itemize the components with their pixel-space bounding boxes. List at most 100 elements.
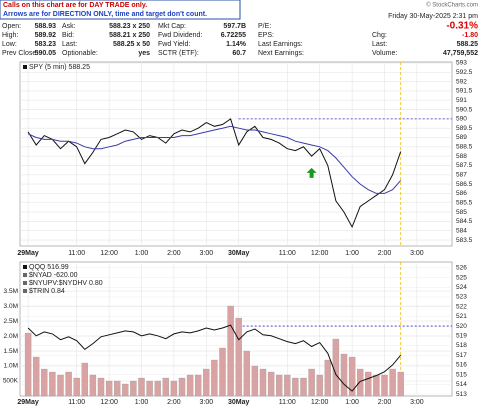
field-value: 589.92 [35,32,57,39]
volume-bar [292,377,299,397]
x-tick-label: 12:00 [100,399,118,406]
volume-bar [235,317,242,397]
volume-bar [316,374,323,397]
field-value: -1.80 [462,32,478,39]
volume-bar [227,305,234,397]
y-tick-label: 584 [456,227,467,234]
volume-bar [89,374,97,397]
x-tick-label: 2:00 [167,250,181,257]
field-label: Last: [372,41,387,48]
y-tick-label: 3.5M [4,288,18,295]
field-label: Open: [2,23,21,30]
field-value: 47,759,552 [443,50,478,57]
y-tick-label: 583.5 [456,237,473,244]
legend-swatch [23,281,27,285]
volume-bar [122,383,129,397]
field-label: EPS: [258,32,274,39]
y2-tick-label: 519 [456,333,467,340]
y-tick-label: 592.5 [456,69,473,76]
y2-tick-label: 516 [456,362,467,369]
field-label: Low: [2,41,17,48]
legend-entry: QQQ 516.99 [29,264,69,271]
y2-tick-label: 514 [456,381,467,388]
field-value: 588.93 [35,23,57,30]
volume-bar [178,377,186,397]
legend-entry: $TRIN 0.84 [29,288,65,295]
y-tick-label: 585 [456,209,467,216]
x-tick-label: 1:00 [135,399,149,406]
y-tick-label: 586 [456,190,467,197]
volume-bar [389,368,396,397]
y2-tick-label: 523 [456,294,467,301]
field-label: High: [2,32,18,39]
volume-bar [324,359,331,397]
field-value: yes [138,50,150,57]
x-tick-label: 12:00 [311,250,329,257]
volume-bar [243,350,250,397]
series-line [27,324,402,392]
field-label: SCTR (ETF): [158,50,199,57]
x-tick-label: 2:00 [167,399,181,406]
volume-bar [340,353,348,397]
volume-bar [146,380,153,397]
y2-tick-label: 518 [456,342,467,349]
field-label: Next Earnings: [258,50,304,57]
x-tick-label: 1:00 [345,399,359,406]
field-label: P/E: [258,23,271,30]
y-tick-label: 593 [456,60,467,67]
y-tick-label: 585.5 [456,199,473,206]
field-value: 583.23 [35,41,57,48]
y2-tick-label: 513 [456,391,467,398]
volume-bar [170,380,178,397]
y-tick-label: 587.5 [456,162,473,169]
y2-tick-label: 524 [456,284,467,291]
volume-bar [397,371,404,397]
x-tick-label: 11:00 [279,250,296,257]
x-tick-label: 1:00 [135,250,149,257]
x-tick-label: 3:00 [199,399,213,406]
volume-bar [65,371,72,397]
field-value: 588.25 [457,41,479,48]
legend-entry: $NYAD -620.00 [29,272,78,279]
y-tick-label: 588.5 [456,144,473,151]
y-tick-label: 591 [456,97,467,104]
volume-bar [219,347,226,397]
legend-swatch [23,273,27,277]
field-label: Ask: [62,23,76,30]
legend-swatch [23,65,27,69]
volume-bar [381,374,388,397]
y-tick-label: 1.5M [4,348,18,355]
volume-bar [105,380,113,397]
field-label: Volume: [372,50,397,57]
volume-bar [73,377,80,397]
volume-bar [49,371,56,397]
volume-bar [162,377,169,397]
field-value: 6.72255 [221,32,246,39]
field-value: 588.25 x 50 [113,41,150,48]
change-pct: -0.31% [446,21,478,32]
legend-swatch [23,265,27,269]
copyright: © StockCharts.com [426,2,478,9]
x-tick-label: 30May [228,399,250,406]
series-line [27,118,402,229]
x-tick-label: 30May [228,250,250,257]
y-tick-label: 2.5M [4,318,18,325]
y-tick-label: 590.5 [456,106,473,113]
y-tick-label: 3.0M [4,303,18,310]
volume-bar [251,365,259,397]
x-tick-label: 2:00 [378,399,392,406]
volume-bar [24,332,32,397]
field-label: Prev Close: [2,50,38,57]
field-label: Fwd Dividend: [158,32,202,39]
y-tick-label: 589.5 [456,125,473,132]
y-tick-label: 592 [456,78,467,85]
volume-bar [130,380,137,397]
y-tick-label: 586.5 [456,181,473,188]
y2-tick-label: 517 [456,352,467,359]
x-tick-label: 3:00 [199,250,213,257]
x-tick-label: 2:00 [378,250,392,257]
x-tick-label: 1:00 [345,250,359,257]
y2-tick-label: 522 [456,303,467,310]
